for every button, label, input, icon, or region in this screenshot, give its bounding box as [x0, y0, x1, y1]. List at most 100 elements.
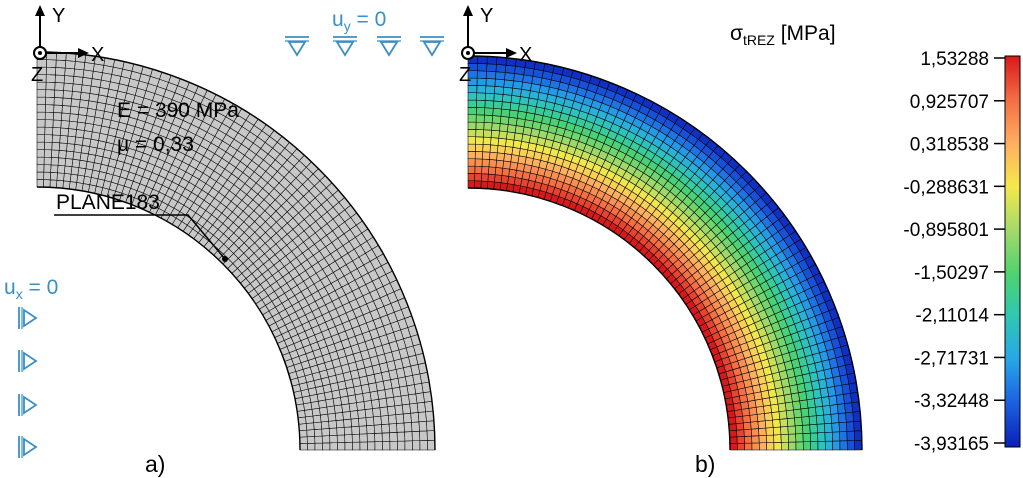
mesh-element [36, 156, 45, 165]
roller-support-icon [422, 41, 442, 57]
stress-element [771, 411, 781, 421]
mesh-element [396, 431, 406, 442]
mesh-element [51, 149, 60, 159]
stress-element [788, 441, 797, 451]
mesh-element [344, 434, 353, 443]
mesh-element [44, 126, 54, 136]
mesh-element [404, 440, 413, 451]
mesh-element [58, 150, 67, 159]
mesh-element [299, 443, 308, 451]
stress-element [824, 422, 833, 433]
stress-element [809, 432, 819, 442]
mesh-element [66, 143, 76, 153]
stress-element [477, 63, 488, 72]
mesh-element [396, 422, 405, 433]
mesh-element [341, 403, 351, 413]
mesh-element [43, 149, 53, 158]
mesh-element [44, 141, 53, 151]
stress-element [822, 405, 832, 416]
mesh-element [77, 114, 87, 124]
mesh-element [63, 82, 74, 92]
mesh-element [344, 441, 353, 451]
stress-element [831, 422, 840, 433]
stress-element [483, 122, 493, 131]
stress-element [504, 72, 515, 82]
axis-y-label-a: Y [52, 5, 65, 27]
mesh-element [416, 401, 426, 413]
mesh-element [357, 409, 367, 419]
stress-element [489, 151, 498, 161]
modulus-label: E = 390 MPa [117, 99, 239, 122]
mesh-element [51, 134, 61, 144]
stress-element [490, 137, 500, 146]
stress-element [510, 154, 520, 164]
mesh-element [43, 164, 52, 173]
stress-element [750, 428, 760, 437]
stress-element [492, 100, 503, 110]
colorbar-tick-label: -2,11014 [915, 306, 989, 327]
stress-element [816, 423, 826, 434]
mesh-element [374, 432, 383, 442]
roller-support-icon [379, 41, 399, 57]
stress-element [487, 173, 496, 183]
stress-element [474, 165, 483, 174]
stress-element [751, 442, 760, 451]
mesh-element [36, 179, 44, 188]
stress-element [503, 79, 514, 89]
mesh-element [404, 431, 413, 442]
element-leader-dot [222, 256, 228, 262]
stress-element [806, 398, 816, 409]
mesh-element [73, 144, 83, 154]
stress-element [493, 93, 504, 102]
mesh-element [59, 127, 69, 137]
stress-element [467, 114, 477, 123]
stress-element [467, 136, 476, 145]
stress-element-outer-edge [467, 55, 863, 451]
stress-element [502, 86, 513, 96]
stress-element [735, 415, 744, 424]
mesh-element [397, 440, 406, 451]
stress-element [809, 423, 818, 434]
stress-element [763, 404, 773, 414]
stress-element [824, 431, 833, 442]
stress-element [735, 422, 745, 431]
axis-x-label-a: X [91, 44, 104, 66]
stress-element [476, 92, 486, 101]
stress-element [764, 412, 773, 422]
roller-support-icon [23, 351, 38, 371]
mesh-element [393, 395, 403, 407]
stress-element [794, 425, 804, 435]
mesh-element [329, 442, 338, 451]
mesh-element [36, 171, 45, 180]
stress-element [749, 414, 759, 423]
mesh-element [63, 165, 73, 175]
stress-element [509, 161, 519, 171]
stress-element [743, 428, 752, 437]
mesh-element [44, 111, 54, 121]
stress-element [766, 442, 775, 451]
mesh-element [350, 418, 360, 428]
mesh-element [371, 398, 381, 409]
stress-element [846, 421, 855, 432]
stress-element [501, 101, 512, 111]
stress-element [495, 64, 507, 73]
stress-element [744, 435, 753, 444]
mesh-element [401, 403, 411, 415]
mesh-element [418, 420, 428, 432]
mesh-element [333, 404, 343, 414]
stress-element [758, 442, 767, 451]
stress-element [837, 412, 847, 423]
mesh-element [49, 179, 58, 189]
mesh-element [63, 75, 75, 85]
colorbar-tick-label: -0,895801 [903, 220, 989, 241]
mesh-element [54, 82, 65, 91]
mesh-element [409, 402, 419, 414]
stress-element [780, 433, 789, 443]
mesh-element-outer-edge [36, 51, 436, 451]
mesh-element [79, 152, 89, 162]
stress-element [770, 403, 780, 413]
mesh-element [60, 120, 70, 129]
stress-element [509, 102, 520, 112]
stress-element [475, 129, 485, 138]
stress-element [792, 400, 802, 411]
